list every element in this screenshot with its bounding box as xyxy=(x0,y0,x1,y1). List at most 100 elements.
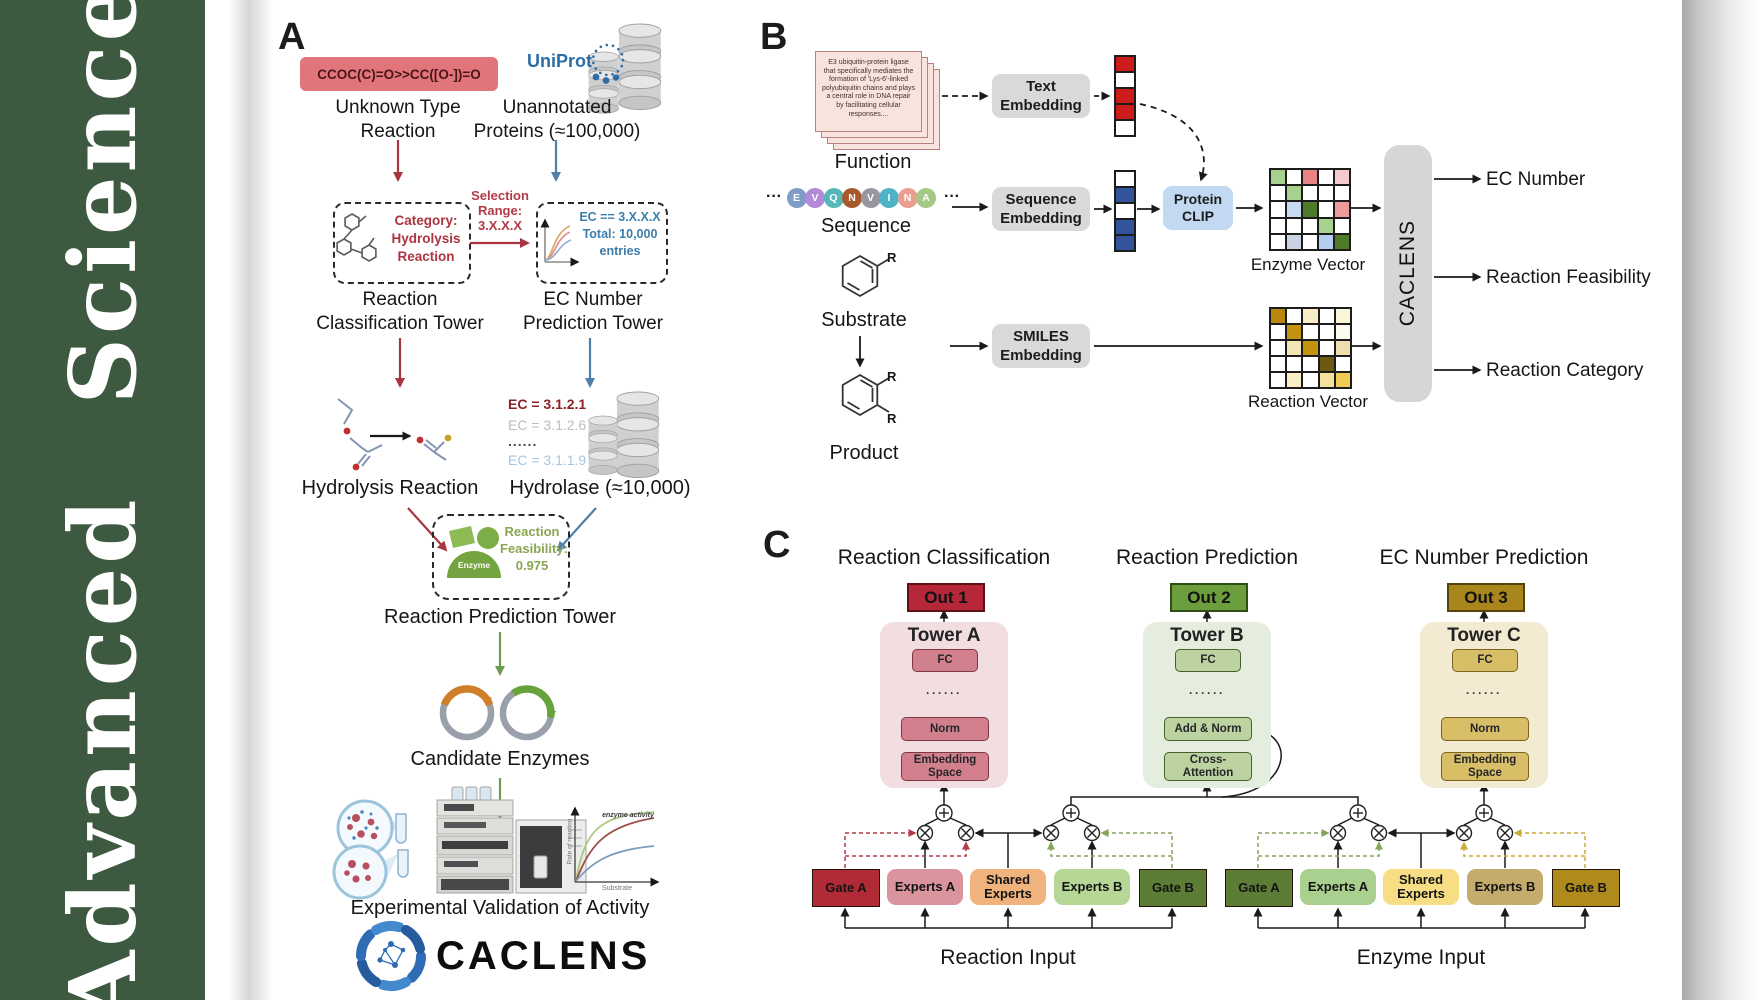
tower-c-dots: ······ xyxy=(1466,686,1502,700)
hydrolysis-reaction-label: Hydrolysis Reaction xyxy=(301,477,479,499)
caclens-logotype: CACLENS xyxy=(436,934,651,978)
selection-range-label: Selection Range: 3.X.X.X xyxy=(471,188,529,233)
enzyme-icon xyxy=(447,526,501,578)
ec-result-2: EC = 3.1.2.6 xyxy=(508,417,587,433)
output-reaction-category: Reaction Category xyxy=(1486,360,1644,381)
tower-c-fc: FC xyxy=(1452,649,1518,672)
ec-result-3: EC = 3.1.1.9 xyxy=(508,452,587,468)
activity-ylabel: Rate of reaction xyxy=(566,818,574,865)
activity-curve-label: enzyme activity xyxy=(602,812,654,819)
smiles-reaction-box: CCOC(C)=O>>CC([O-])=O xyxy=(300,57,498,91)
tower-b-fc: FC xyxy=(1175,649,1241,672)
enzyme-gate-a: Gate A xyxy=(1225,869,1293,907)
sequence-label: Sequence xyxy=(820,215,912,237)
feasibility-dashed-box xyxy=(432,514,570,600)
tower-c-norm: Norm xyxy=(1441,717,1529,741)
reaction-experts-b: Experts B xyxy=(1054,869,1130,905)
sequence-embedding-vector xyxy=(1114,170,1136,252)
ec-tower-label: EC Number Prediction Tower xyxy=(522,289,664,334)
protein-clip-box: Protein CLIP xyxy=(1163,186,1233,230)
reaction-gate-a: Gate A xyxy=(812,869,880,907)
enzyme-vector-matrix xyxy=(1269,168,1351,251)
out2-box: Out 2 xyxy=(1170,583,1248,612)
category-text: Category: Hydrolysis Reaction xyxy=(391,213,461,264)
classification-dashed-box xyxy=(333,202,471,284)
tower-b-crossattention: Cross- Attention xyxy=(1164,752,1252,781)
product-r2-label: R xyxy=(887,411,897,426)
validation-label: Experimental Validation of Activity xyxy=(350,897,650,919)
tower-a-dots: ······ xyxy=(926,686,962,700)
page-right-shadow xyxy=(1682,0,1760,1000)
reaction-vector-matrix xyxy=(1269,307,1352,389)
ec-dashed-box xyxy=(536,202,668,284)
output-ec-number: EC Number xyxy=(1486,169,1586,190)
benzene-product-icon xyxy=(841,373,890,417)
classification-tower-label: Reaction Classification Tower xyxy=(316,289,484,334)
tower-a-fc: FC xyxy=(912,649,978,672)
function-label: Function xyxy=(834,151,912,173)
enzyme-gate-b: Gate B xyxy=(1552,869,1620,907)
tower-b-title: Tower B xyxy=(1170,625,1244,646)
reaction-experts-a: Experts A xyxy=(887,869,963,905)
caclens-bar-text: CACLENS xyxy=(1396,220,1419,327)
enzyme-vector-label: Enzyme Vector xyxy=(1250,255,1366,274)
reaction-vector-label: Reaction Vector xyxy=(1247,392,1368,411)
panelC-label: C xyxy=(763,524,791,566)
ec-curves-icon xyxy=(540,218,580,267)
candidate-enzymes-label: Candidate Enzymes xyxy=(410,748,590,770)
moe-operator-nodes xyxy=(916,804,1514,842)
uniprot-logo-text: UniProt xyxy=(527,51,592,71)
task3-title: EC Number Prediction xyxy=(1379,546,1589,569)
unknown-reaction-label: Unknown Type Reaction xyxy=(335,97,461,142)
enzyme-shared-experts: Shared Experts xyxy=(1383,869,1459,905)
tower-a-norm: Norm xyxy=(901,717,989,741)
tower-a-title: Tower A xyxy=(907,625,981,646)
prediction-tower-label: Reaction Prediction Tower xyxy=(384,606,616,628)
function-card: E3 ubiquitin-protein ligase that specifi… xyxy=(815,51,922,132)
ec-result-dots: ...... xyxy=(508,433,538,449)
hplc-instrument-icon xyxy=(436,786,587,894)
caclens-model-bar: CACLENS xyxy=(1384,145,1432,402)
panelB-label: B xyxy=(760,16,788,58)
substrate-r-label: R xyxy=(887,250,897,265)
out1-box: Out 1 xyxy=(907,583,985,612)
output-reaction-feasibility: Reaction Feasibility xyxy=(1486,267,1651,288)
enzyme-experts-b: Experts B xyxy=(1467,869,1543,905)
hydrolysis-molecules xyxy=(337,398,452,471)
enzyme-experts-a: Experts A xyxy=(1300,869,1376,905)
reaction-shared-experts: Shared Experts xyxy=(970,869,1046,905)
sequence-dots-left: ··· xyxy=(766,188,782,205)
panelA-label: A xyxy=(278,16,306,58)
text-embedding-vector xyxy=(1114,55,1136,137)
activity-plot xyxy=(570,806,660,887)
function-card-text: E3 ubiquitin-protein ligase that specifi… xyxy=(822,59,916,118)
hydrolase-label: Hydrolase (≈10,000) xyxy=(509,477,691,499)
text-embedding-box: Text Embedding xyxy=(992,74,1090,118)
ec-result-1: EC = 3.1.2.1 xyxy=(508,396,587,412)
task2-title: Reaction Prediction xyxy=(1115,546,1299,569)
caclens-logo-icon xyxy=(356,921,426,991)
journal-sidebar: Advanced Science xyxy=(0,0,205,1000)
panelB-arrows xyxy=(855,91,1482,375)
product-label: Product xyxy=(829,442,899,464)
unannotated-proteins-label: Unannotated Proteins (≈100,000) xyxy=(473,97,641,142)
molecule-scribble-icon xyxy=(336,213,377,262)
ec-range-text: EC == 3.X.X.X Total: 10,000 entries xyxy=(579,210,661,258)
tower-c-title: Tower C xyxy=(1447,625,1521,646)
tower-b-dots: ······ xyxy=(1189,686,1225,700)
tower-a-base: Embedding Space xyxy=(901,752,989,781)
plasmid-icons xyxy=(439,685,557,741)
task1-title: Reaction Classification xyxy=(837,546,1051,569)
out3-box: Out 3 xyxy=(1447,583,1525,612)
enzyme-input-label: Enzyme Input xyxy=(1356,946,1486,969)
reaction-gate-b: Gate B xyxy=(1139,869,1207,907)
activity-xlabel: Substrate xyxy=(602,885,632,892)
page-gutter-shadow xyxy=(228,0,274,1000)
substrate-label: Substrate xyxy=(821,309,907,331)
benzene-substrate-icon xyxy=(841,254,890,298)
tower-c-base: Embedding Space xyxy=(1441,752,1529,781)
uniprot-database-icon xyxy=(588,23,662,114)
